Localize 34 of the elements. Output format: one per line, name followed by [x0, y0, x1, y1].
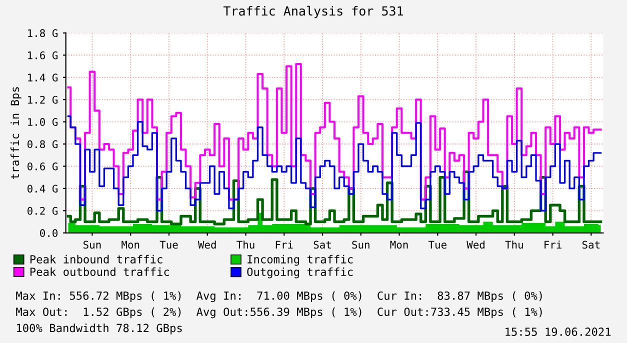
x-tick-label: Wed [198, 240, 216, 249]
x-tick-label: Sun [352, 240, 370, 249]
x-tick-label: Mon [390, 240, 408, 249]
x-tick-label: Sat [582, 240, 600, 249]
text: Max In: 556.72 MBps ( 1%) Avg In: 71.00 MBps ( 0%) Cur In: 83.87 MBps ( 0%) [16, 291, 542, 302]
x-tick-label: Thu [505, 240, 523, 249]
y-axis-title: traffic in Bps [10, 87, 22, 180]
legend-label: Incoming traffic [248, 254, 353, 266]
chart-title: Traffic Analysis for 531 [223, 6, 403, 18]
x-tick-label: Sun [84, 240, 101, 249]
y-tick-label: 0.2 G [28, 206, 58, 215]
x-tick-label: Sat [314, 240, 331, 249]
y-tick-label: 0.0 [40, 229, 58, 238]
text: 100% Bandwidth 78.12 GBps [17, 324, 182, 334]
x-tick-label: Wed [466, 240, 484, 249]
y-tick-label: 1.2 G [28, 96, 58, 104]
y-tick-label: 1.0 G [28, 118, 58, 126]
legend-label: Outgoing traffic [247, 267, 353, 278]
y-tick-label: 1.4 G [28, 74, 58, 82]
y-tick-label: 0.6 G [28, 162, 58, 170]
x-tick-label: Tue [160, 240, 178, 249]
legend-label: Peak outbound traffic [30, 267, 169, 276]
y-tick-label: 0.8 G [28, 140, 58, 148]
x-tick-label: Tue [428, 240, 446, 249]
y-tick-label: 0.4 G [28, 184, 58, 193]
x-tick-label: Fri [544, 240, 562, 249]
y-tick-label: 1.6 G [28, 51, 58, 60]
y-tick-label: 1.8 G [28, 29, 58, 38]
text: Max Out: 1.52 GBps ( 2%) Avg Out:556.39 MBps ( 1%) Cur Out:733.45 MBps ( 1%) [16, 307, 542, 318]
x-tick-label: Fri [276, 240, 293, 249]
x-tick-label: Mon [122, 240, 140, 249]
text: 15:55 19.06.2021 [506, 328, 611, 336]
legend-label: Peak inbound traffic [30, 254, 162, 264]
x-tick-label: Thu [236, 240, 254, 249]
